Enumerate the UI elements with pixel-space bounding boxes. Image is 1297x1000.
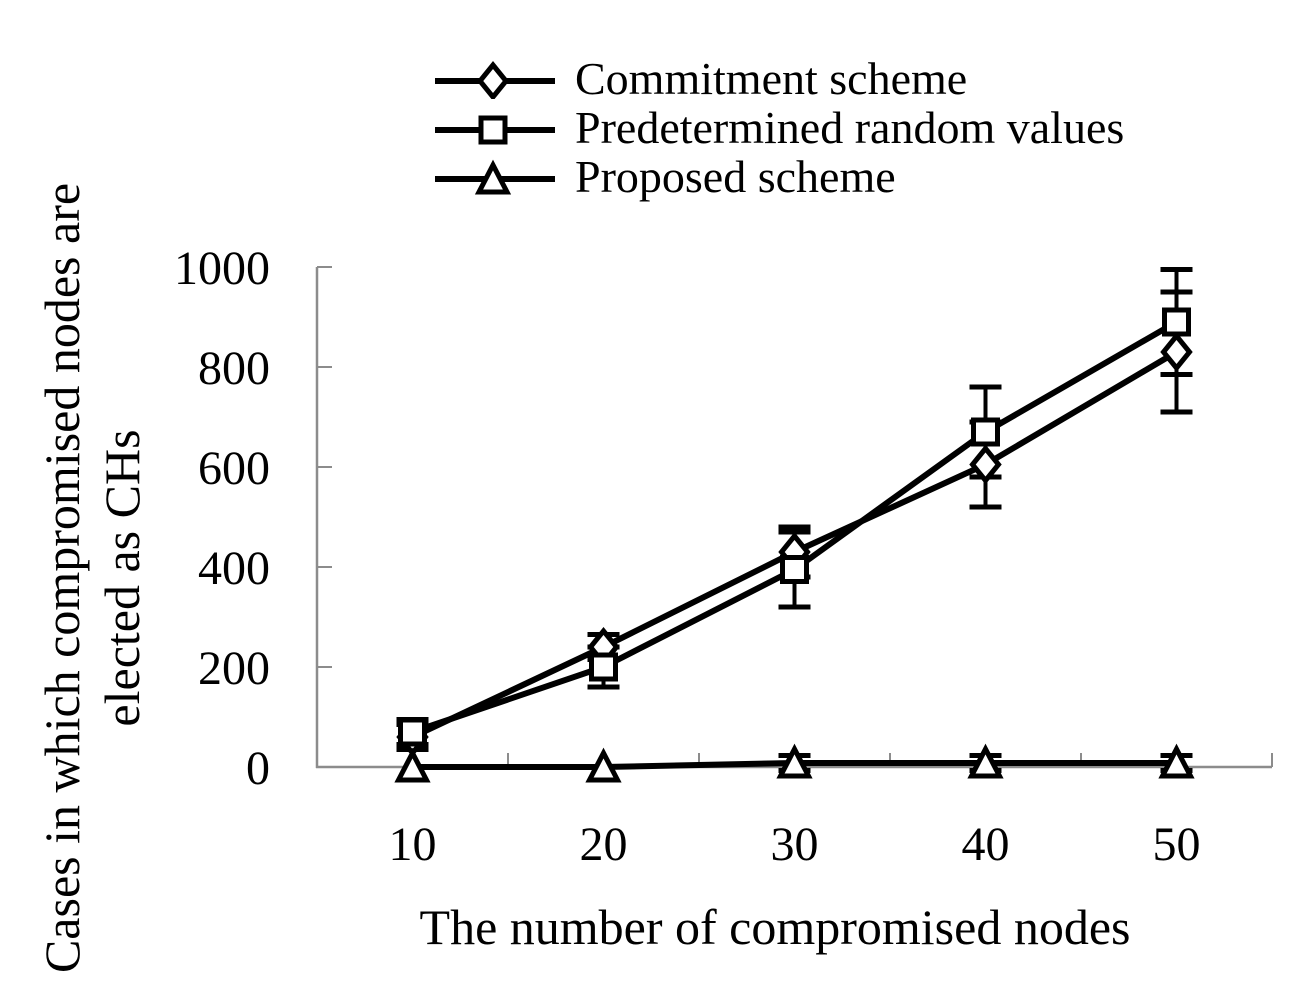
x-tick-label: 50 bbox=[1153, 818, 1201, 871]
x-tick-label: 20 bbox=[580, 818, 628, 871]
triangle-marker bbox=[776, 743, 813, 779]
legend-item-predetermined-random-values: Predetermined random values bbox=[435, 103, 1124, 152]
y-axis-title: Cases in which compromised nodes are ele… bbox=[32, 78, 156, 1000]
error-bars-diamond bbox=[396, 289, 1193, 752]
legend: Commitment scheme Predetermined random v… bbox=[435, 54, 1124, 201]
legend-label: Commitment scheme bbox=[575, 52, 968, 104]
diamond-line-marker-icon bbox=[435, 60, 555, 99]
square-marker bbox=[478, 115, 508, 144]
diamond-marker bbox=[969, 444, 1002, 485]
triangle-marker bbox=[474, 159, 512, 194]
triangle-line-marker-icon bbox=[435, 159, 555, 194]
square-line-marker-icon bbox=[435, 115, 555, 144]
y-axis-title-line-2: elected as CHs bbox=[94, 429, 150, 727]
error-bars-square bbox=[396, 267, 1193, 747]
diamond-marker bbox=[1160, 332, 1193, 372]
legend-label: Predetermined random values bbox=[575, 101, 1125, 153]
square-marker bbox=[780, 555, 809, 584]
square-marker bbox=[1162, 307, 1191, 337]
series-markers-triangle bbox=[394, 743, 1195, 783]
y-tick-label: 800 bbox=[198, 342, 270, 395]
square-marker bbox=[589, 652, 618, 682]
diamond-marker bbox=[476, 60, 510, 99]
y-tick-label: 400 bbox=[198, 542, 270, 595]
triangle-marker bbox=[967, 743, 1004, 779]
x-tick-label: 30 bbox=[771, 818, 819, 871]
square-marker bbox=[971, 417, 1000, 447]
square-marker bbox=[398, 717, 427, 747]
series-markers-square bbox=[398, 307, 1191, 747]
triangle-marker bbox=[394, 747, 431, 783]
legend-item-proposed-scheme: Proposed scheme bbox=[435, 152, 1124, 201]
y-tick-label: 1000 bbox=[174, 242, 270, 295]
legend-label: Proposed scheme bbox=[575, 150, 896, 202]
triangle-marker bbox=[585, 747, 622, 783]
y-tick-label: 200 bbox=[198, 642, 270, 695]
x-tick-label: 40 bbox=[962, 818, 1010, 871]
y-axis-title-line-1: Cases in which compromised nodes are bbox=[34, 182, 90, 974]
legend-item-commitment-scheme: Commitment scheme bbox=[435, 54, 1124, 103]
triangle-marker bbox=[1158, 743, 1195, 779]
x-tick-label: 10 bbox=[389, 818, 437, 871]
y-tick-label: 0 bbox=[246, 742, 270, 795]
y-tick-label: 600 bbox=[198, 442, 270, 495]
x-axis-title: The number of compromised nodes bbox=[419, 899, 1131, 955]
